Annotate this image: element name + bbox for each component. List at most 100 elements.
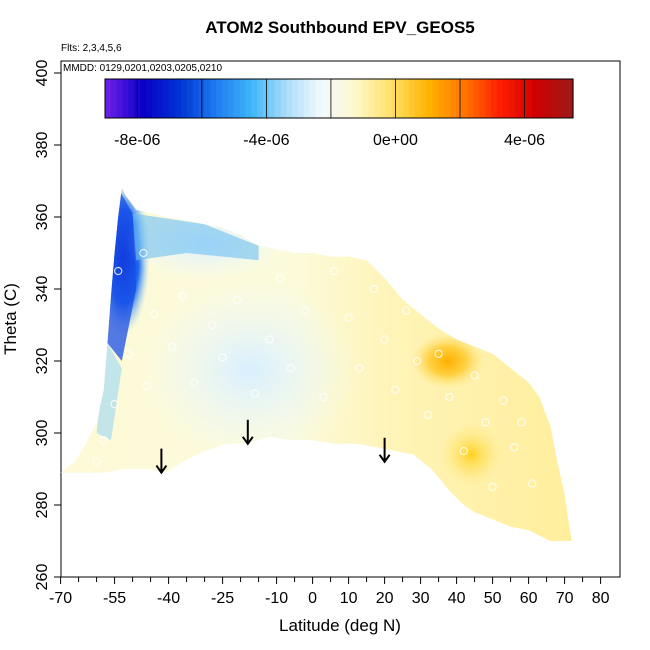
observation-point [423,410,432,420]
observation-point [114,266,123,276]
observation-point [391,385,400,394]
colorbar-segment [151,79,159,118]
colorbar-tick-label: -4e-06 [243,132,289,149]
observation-point [488,482,497,492]
colorbar-segment [245,79,252,118]
x-tick-label: 70 [556,590,574,607]
observation-point [434,349,443,358]
x-tick-label: 50 [484,590,502,607]
observation-point [189,378,198,387]
observation-point [319,392,328,402]
observation-point [92,457,101,466]
observation-point [110,400,119,409]
colorbar-segment [374,79,381,118]
x-tick-label: 10 [340,590,358,607]
colorbar-segment [491,79,498,118]
colorbar-segment [210,79,217,118]
down-arrow [378,437,391,464]
observation-point [380,335,389,344]
x-axis-label: Latitude (deg N) [279,616,401,635]
y-tick-label: 340 [34,276,51,303]
observation-point [481,418,490,427]
colorbar-segment [321,79,328,118]
colorbar-segment [379,79,387,118]
colorbar-segment [303,79,311,118]
observation-point [139,248,148,258]
observation-point [150,310,159,319]
observation-point [286,364,296,373]
colorbar-segment [157,79,165,118]
colorbar-segment [438,79,445,118]
colorbar-segment [110,79,118,118]
colorbar-segment [391,79,399,118]
colorbar-segment [292,79,299,118]
colorbar-segment [298,79,305,118]
observation-point [265,335,274,344]
observation-point [124,349,134,358]
colorbar-segment [268,79,276,118]
y-tick-label: 260 [34,564,51,591]
observation-point [142,382,152,391]
colorbar-segment [105,79,112,118]
colorbar-segment [397,79,404,118]
x-tick-label: -70 [49,590,72,607]
observation-point [445,392,454,402]
colorbar-segment [450,79,457,118]
region-southern-tropics-near-zero [140,279,359,461]
colorbar-segment [169,79,176,118]
colorbar-segment [502,79,510,118]
y-tick-label: 320 [34,348,51,375]
colorbar-segment [520,79,527,118]
observation-point [276,274,285,283]
colorbar-segment [216,79,223,118]
colorbar-tick-label: 4e-06 [504,132,545,149]
x-tick-label: -10 [265,590,288,607]
colorbar-segment [309,79,317,118]
observation-point [301,306,310,315]
colorbar-segment [227,79,235,118]
observation-point [528,479,537,488]
arrow-head [241,436,254,446]
observation-point [412,356,422,366]
x-tick-label: 30 [412,590,430,607]
y-tick-label: 280 [34,492,51,519]
colorbar-segment [181,79,188,118]
y-tick-label: 360 [34,204,51,231]
colorbar-frame [104,78,574,119]
colorbar-segment [496,79,504,118]
observation-point [178,292,188,301]
colorbar-segment [537,79,545,118]
observation-point [470,371,479,380]
down-arrow [241,419,254,446]
y-tick-label: 300 [34,420,51,447]
colorbar-segment [350,79,358,118]
down-arrow [155,448,168,475]
colorbar-segment [485,79,492,118]
colorbar-tick-label: 0e+00 [373,132,418,149]
arrow-markers [155,419,391,475]
observation-point [402,306,411,315]
observation-point [499,396,508,405]
colorbar-segment [473,79,480,118]
colorbar-segment [409,79,416,118]
x-tick-label: 60 [520,590,538,607]
arrow-head [378,454,391,464]
chart-annotation: MMDD: 0129,0201,0203,0205,0210 [63,63,222,74]
colorbar-segment [403,79,410,118]
observation-point [517,418,526,427]
x-tick-label: -40 [157,590,180,607]
colorbar: -8e-06 -4e-06 0e+00 4e-06 [104,78,574,149]
colorbar-segment [192,79,200,118]
colorbar-segment [543,79,551,118]
observation-point [218,353,227,362]
observation-point [168,342,177,351]
colorbar-segment [432,79,440,118]
colorbar-segment [368,79,375,118]
observation-point [330,266,339,276]
colorbar-segment [549,79,557,118]
colorbar-segment [362,79,369,118]
x-tick-label: 0 [308,590,317,607]
upper-blue-band [132,213,259,261]
observation-point [355,364,364,373]
